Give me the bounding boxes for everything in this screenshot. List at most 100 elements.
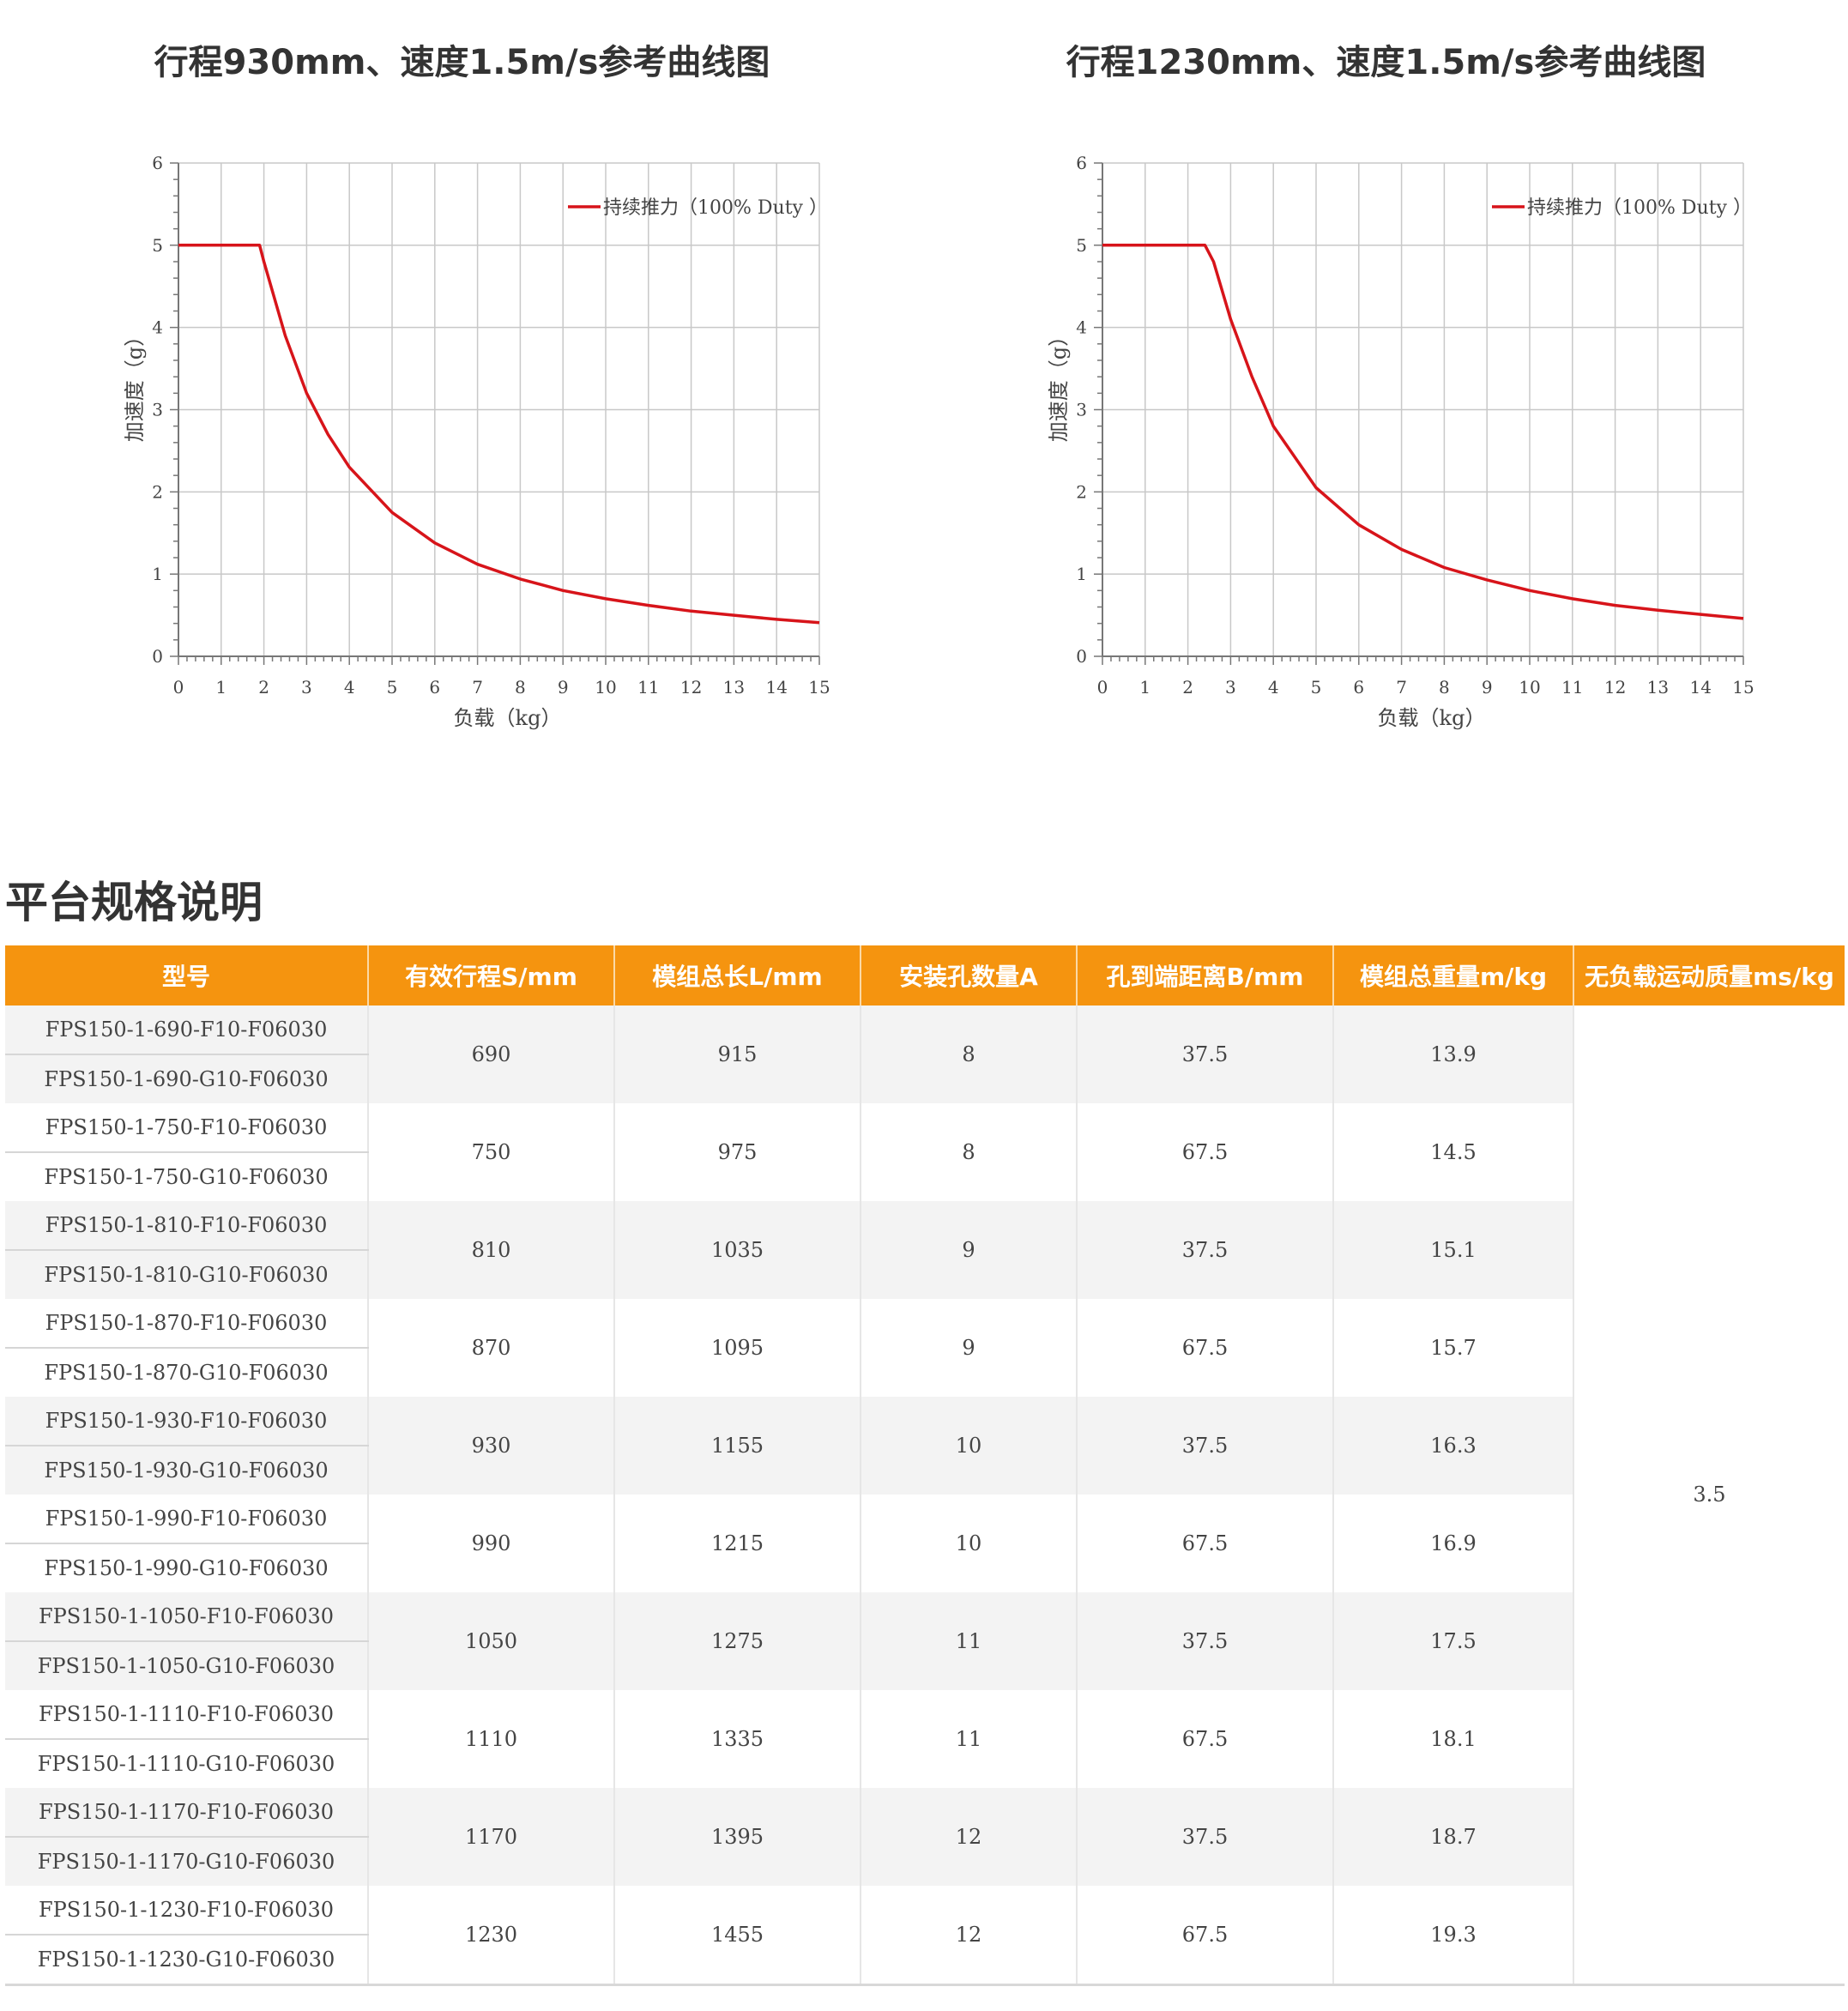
cell-distance: 37.5 <box>1076 1592 1333 1690</box>
x-tick-label: 1 <box>215 677 226 698</box>
y-tick-label: 5 <box>152 235 163 256</box>
cell-model: FPS150-1-810-G10-F06030 <box>5 1250 368 1299</box>
cell-model: FPS150-1-1110-G10-F06030 <box>37 1752 335 1776</box>
table-row: FPS150-1-930-G10-F06030 <box>5 1446 1845 1495</box>
cell-stroke: 1050 <box>367 1592 614 1690</box>
y-tick-label: 4 <box>152 317 163 338</box>
y-tick-label: 1 <box>1076 564 1087 584</box>
cell-model: FPS150-1-870-F10-F06030 <box>5 1299 368 1349</box>
cell-holes: 9 <box>860 1201 1077 1299</box>
x-tick-label: 12 <box>680 677 702 698</box>
header-holes: 安装孔数量A <box>860 945 1077 1006</box>
table-row: FPS150-1-810-G10-F06030 <box>5 1250 1845 1299</box>
cell-model: FPS150-1-870-G10-F06030 <box>44 1361 329 1385</box>
x-tick-label: 1 <box>1139 677 1150 698</box>
cell-model: FPS150-1-1170-F10-F06030 <box>5 1788 368 1838</box>
y-tick-label: 2 <box>152 481 163 502</box>
cell-distance: 67.5 <box>1076 1103 1333 1201</box>
x-tick-label: 4 <box>344 677 355 698</box>
chart-title: 行程930mm、速度1.5m/s参考曲线图 <box>154 43 770 82</box>
cell-holes: 12 <box>860 1788 1077 1886</box>
x-tick-label: 6 <box>1353 677 1364 698</box>
table-row: FPS150-1-870-G10-F06030 <box>5 1348 1845 1397</box>
cell-length: 1155 <box>613 1397 861 1495</box>
cell-moving-mass: 3.5 <box>1573 1006 1845 1985</box>
cell-length: 1035 <box>613 1201 861 1299</box>
x-tick-label: 4 <box>1268 677 1279 698</box>
y-tick-label: 4 <box>1076 317 1087 338</box>
y-axis-label: 加速度（g） <box>123 326 147 442</box>
cell-holes: 11 <box>860 1592 1077 1690</box>
x-tick-label: 7 <box>1396 677 1407 698</box>
y-tick-label: 6 <box>1076 153 1087 173</box>
x-tick-label: 11 <box>1561 677 1583 698</box>
cell-model: FPS150-1-1170-G10-F06030 <box>5 1837 368 1886</box>
x-tick-label: 15 <box>808 677 830 698</box>
y-tick-label: 0 <box>1076 646 1087 667</box>
cell-holes: 10 <box>860 1495 1077 1592</box>
cell-model: FPS150-1-690-F10-F06030 <box>5 1006 368 1055</box>
chart-panel-930: 行程930mm、速度1.5m/s参考曲线图 0 1 2 3 4 5 6 7 8 9 10 11 12 13… <box>0 0 924 772</box>
y-tick-label: 3 <box>1076 400 1087 420</box>
cell-model: FPS150-1-810-F10-F06030 <box>5 1201 368 1251</box>
cell-stroke: 750 <box>367 1103 614 1201</box>
x-tick-label: 12 <box>1604 677 1626 698</box>
series-line-continuous-thrust <box>178 244 820 625</box>
header-model: 型号 <box>5 945 368 1006</box>
table-row: FPS150-1-1110-F10-F06030 1110 1335 11 67.5 18… <box>5 1690 1845 1788</box>
x-tick-label: 5 <box>1311 677 1322 698</box>
x-tick-label: 0 <box>173 677 184 698</box>
cell-length: 1335 <box>613 1690 861 1788</box>
x-tick-label: 13 <box>1647 677 1669 698</box>
table-row: FPS150-1-750-G10-F06030 <box>5 1152 1845 1201</box>
spec-header-row: 型号 有效行程S/mm 模组总长L/mm 安装孔数量A 孔到端距离B/mm 模组… <box>5 945 1845 1006</box>
cell-holes: 12 <box>860 1886 1077 1985</box>
x-tick-label: 14 <box>1689 677 1711 698</box>
cell-weight: 17.5 <box>1332 1592 1573 1690</box>
acceleration-chart-930: 0 1 2 3 4 5 6 7 8 9 10 11 12 13 14 150123456负载（kg）加速度（g… <box>123 153 830 730</box>
y-tick-label: 2 <box>1076 481 1087 502</box>
x-tick-label: 2 <box>1182 677 1193 698</box>
cell-weight: 19.3 <box>1332 1886 1573 1985</box>
x-tick-label: 6 <box>429 677 440 698</box>
acceleration-chart-1230: 0 1 2 3 4 5 6 7 8 9 10 11 12 13 14 150123456负载（kg）加速度（g… <box>1047 153 1754 730</box>
cell-model: FPS150-1-990-G10-F06030 <box>44 1556 329 1580</box>
cell-holes: 9 <box>860 1299 1077 1397</box>
cell-distance: 67.5 <box>1076 1299 1333 1397</box>
table-row: FPS150-1-690-F10-F06030 690 915 8 37.5 13.9 3.… <box>5 1006 1845 1985</box>
cell-stroke: 990 <box>367 1495 614 1592</box>
cell-length: 1095 <box>613 1299 861 1397</box>
table-row: FPS150-1-1230-G10-F06030 <box>5 1935 1845 1985</box>
table-row: FPS150-1-1170-F10-F06030 1170 1395 12 37.5 18… <box>5 1788 1845 1886</box>
series-line-continuous-thrust <box>1102 244 1744 620</box>
cell-stroke: 1170 <box>367 1788 614 1886</box>
cell-model: FPS150-1-690-G10-F06030 <box>5 1054 368 1103</box>
table-row: FPS150-1-690-G10-F06030 <box>5 1054 1845 1103</box>
y-tick-label: 3 <box>152 400 163 420</box>
cell-holes: 8 <box>860 1006 1077 1103</box>
x-tick-label: 10 <box>595 677 616 698</box>
cell-model: FPS150-1-930-G10-F06030 <box>5 1446 368 1495</box>
cell-distance: 37.5 <box>1076 1788 1333 1886</box>
cell-holes: 8 <box>860 1103 1077 1201</box>
cell-weight: 14.5 <box>1332 1103 1573 1201</box>
cell-stroke: 810 <box>367 1201 614 1299</box>
cell-holes: 10 <box>860 1397 1077 1495</box>
cell-stroke: 870 <box>367 1299 614 1397</box>
x-tick-label: 7 <box>472 677 483 698</box>
header-weight: 模组总重量m/kg <box>1332 945 1573 1006</box>
x-tick-label: 13 <box>723 677 745 698</box>
x-tick-label: 10 <box>1519 677 1540 698</box>
x-axis-label: 负载（kg） <box>454 706 562 730</box>
x-tick-label: 15 <box>1732 677 1754 698</box>
y-tick-label: 5 <box>1076 235 1087 256</box>
cell-weight: 13.9 <box>1332 1006 1573 1103</box>
cell-model: FPS150-1-1050-F10-F06030 <box>5 1592 368 1642</box>
x-tick-label: 5 <box>387 677 398 698</box>
cell-length: 915 <box>613 1006 861 1103</box>
header-distance: 孔到端距离B/mm <box>1076 945 1333 1006</box>
cell-model: FPS150-1-1050-G10-F06030 <box>5 1641 368 1690</box>
table-row: FPS150-1-1050-F10-F06030 1050 1275 11 37.5 17… <box>5 1592 1845 1690</box>
table-row: FPS150-1-750-F10-F06030 750 975 8 67.5 14.5 <box>5 1103 1845 1201</box>
cell-length: 1395 <box>613 1788 861 1886</box>
